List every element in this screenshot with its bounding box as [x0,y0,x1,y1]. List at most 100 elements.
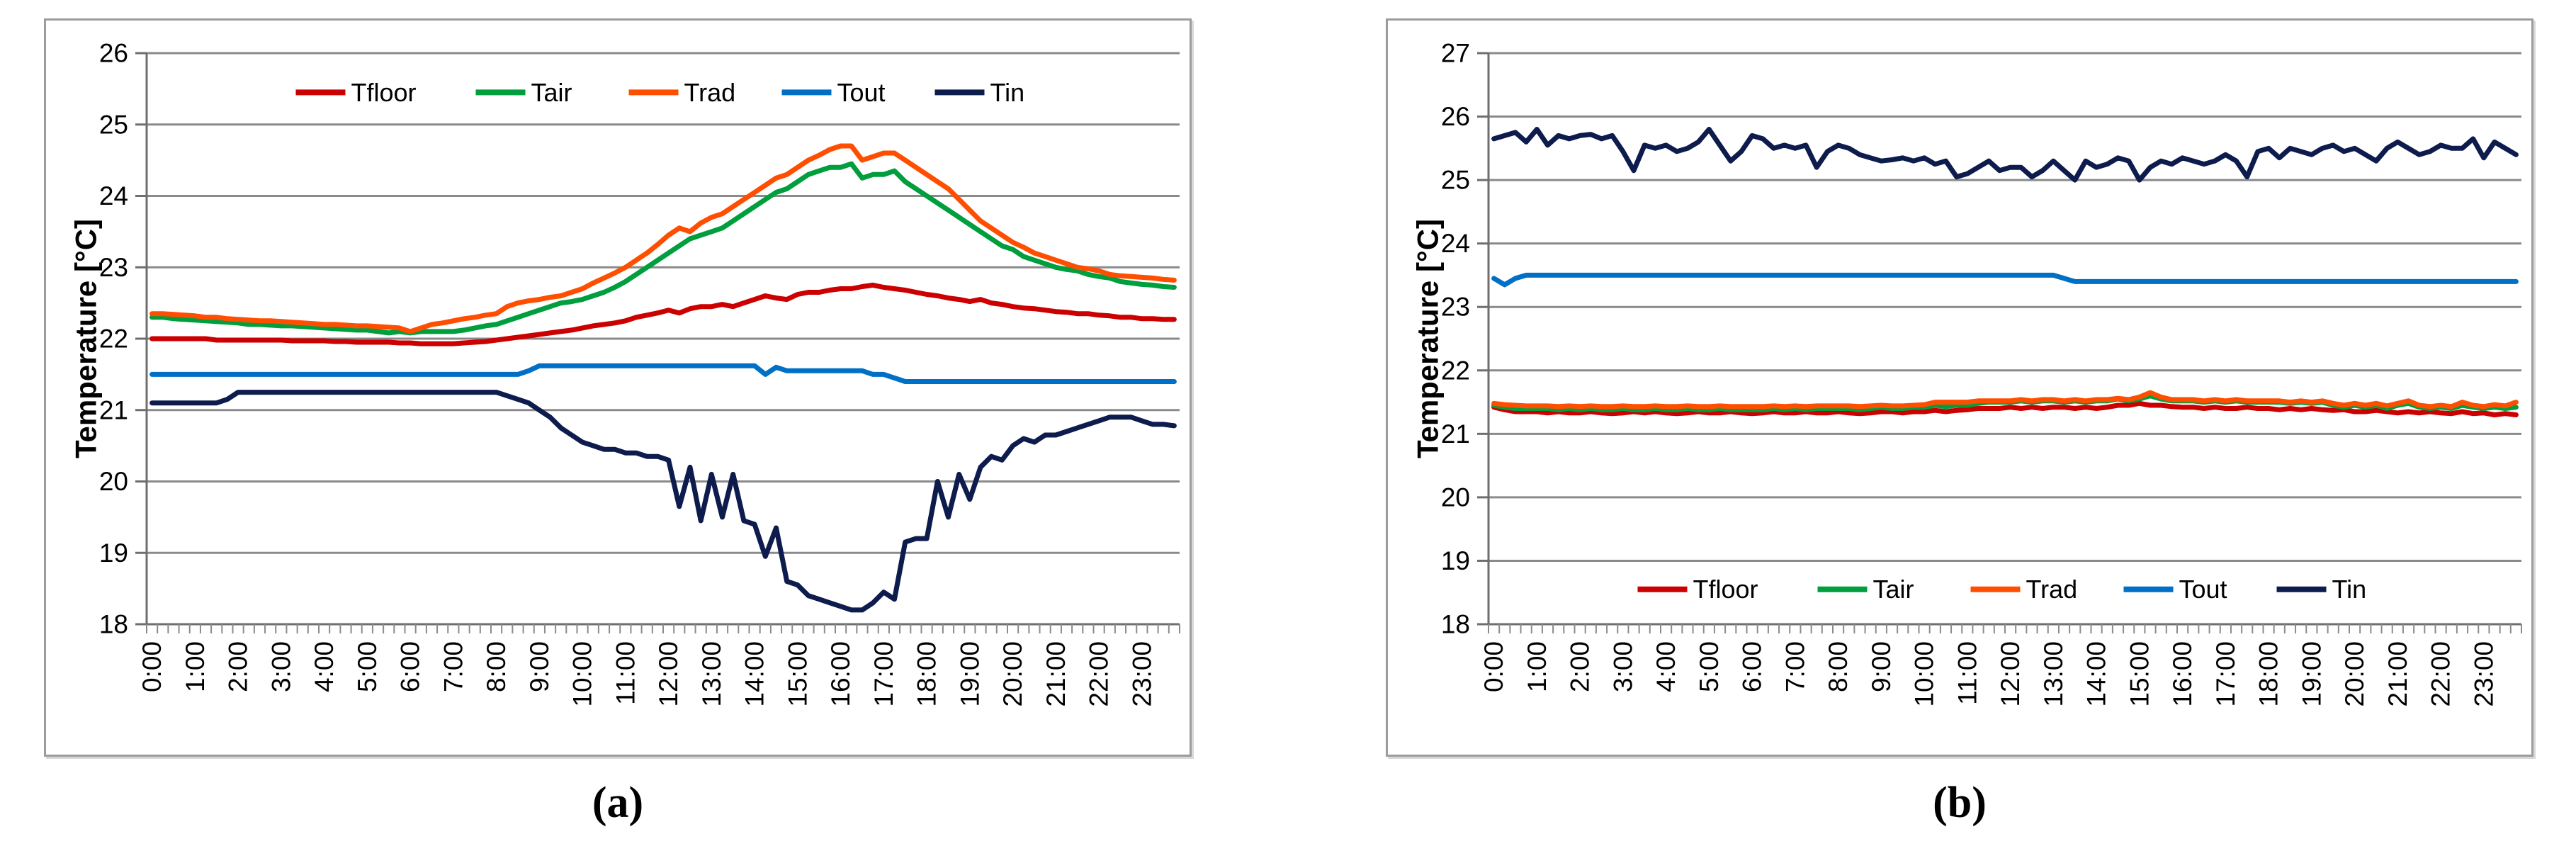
y-tick-label: 23 [99,253,128,282]
legend-label-Tfloor: Tfloor [351,78,417,107]
x-tick-label: 14:00 [2082,641,2111,707]
series-line-Tfloor [149,282,1177,346]
x-tick-label: 2:00 [1566,641,1595,692]
y-tick-label: 19 [99,538,128,568]
x-tick-label: 0:00 [137,641,166,692]
x-tick-label: 20:00 [998,641,1027,707]
y-tick-label: 22 [1441,356,1470,385]
legend-label-Tin: Tin [990,78,1025,107]
y-tick-label: 24 [99,181,128,210]
x-tick-label: 22:00 [2427,641,2456,707]
series-line-Tair [149,161,1177,336]
x-tick-label: 19:00 [955,641,984,707]
legend-label-Trad: Trad [684,78,736,107]
y-tick-label: 25 [1441,166,1470,195]
x-tick-label: 8:00 [1824,641,1853,692]
x-tick-label: 12:00 [654,641,683,707]
x-tick-label: 13:00 [697,641,726,707]
x-tick-label: 17:00 [869,641,898,707]
legend-item-Tin: Tin [934,78,1025,107]
x-tick-label: 4:00 [1651,641,1680,692]
x-tick-label: 14:00 [740,641,769,707]
legend-item-Trad: Trad [1970,575,2078,604]
series-line-Tout [149,363,1177,384]
legend-label-Trad: Trad [2026,575,2078,604]
legend-item-Tair: Tair [475,78,572,107]
x-tick-label: 15:00 [2125,641,2154,707]
chart-panel-b: 18 19 20 21 22 23 24 25 26 27 0:00 1:00 2:00 3:00 4:00… [1386,18,2533,757]
y-tick-label: 19 [1441,546,1470,575]
x-tick-label: 3:00 [1608,641,1637,692]
x-tick-label: 7:00 [439,641,468,692]
legend-label-Tin: Tin [2332,575,2367,604]
x-tick-label: 16:00 [2168,641,2197,707]
x-tick-label: 23:00 [1127,641,1156,707]
x-tick-label: 21:00 [1041,641,1070,707]
x-tick-label: 4:00 [310,641,339,692]
y-tick-label: 26 [99,39,128,68]
y-tick-label: 21 [1441,419,1470,449]
legend-item-Tin: Tin [2276,575,2367,604]
legend-item-Tout: Tout [2123,575,2227,604]
y-tick-label: 21 [99,395,128,424]
x-tick-label: 9:00 [1867,641,1896,692]
legend-item-Tair: Tair [1817,575,1914,604]
x-tick-label: 10:00 [1910,641,1939,707]
legend-item-Tfloor: Tfloor [1637,575,1758,604]
series-line-Tout [1491,272,2519,288]
series-line-Tin [1491,127,2519,183]
legend-item-Tout: Tout [781,78,886,107]
series-line-Trad [149,143,1177,334]
x-tick-label: 11:00 [1953,641,1982,705]
y-tick-label: 25 [99,110,128,139]
x-tick-label: 3:00 [266,641,295,692]
x-tick-label: 20:00 [2340,641,2369,707]
x-tick-label: 6:00 [396,641,425,692]
chart-panel-a: 18 19 20 21 22 23 24 25 26 0:00 1:00 2:00 3:00 4:00 5:… [44,18,1192,757]
legend-item-Trad: Trad [628,78,736,107]
x-tick-label: 5:00 [353,641,382,692]
x-tick-label: 15:00 [783,641,812,707]
x-tick-label: 2:00 [224,641,253,692]
x-tick-label: 19:00 [2297,641,2326,707]
series-line-Trad [1491,390,2519,410]
y-tick-label: 20 [99,467,128,496]
legend-label-Tair: Tair [1873,575,1914,604]
legend-label-Tair: Tair [531,78,572,107]
x-tick-label: 0:00 [1479,641,1508,692]
x-tick-label: 1:00 [181,641,210,692]
x-tick-label: 10:00 [568,641,597,707]
legend-item-Tfloor: Tfloor [295,78,417,107]
x-tick-label: 22:00 [1085,641,1114,707]
series-line-Tin [149,390,1177,613]
x-tick-label: 23:00 [2469,641,2498,707]
legend-label-Tout: Tout [837,78,886,107]
chart-a-svg: 18 19 20 21 22 23 24 25 26 0:00 1:00 2:00 3:00 4:00 5:… [69,39,1180,707]
x-tick-label: 7:00 [1780,641,1809,692]
y-tick-label: 18 [99,610,128,639]
y-tick-label: 24 [1441,229,1470,258]
x-tick-label: 16:00 [826,641,855,707]
legend-label-Tout: Tout [2179,575,2227,604]
y-tick-label: 23 [1441,293,1470,322]
x-tick-label: 5:00 [1695,641,1724,692]
x-tick-label: 11:00 [611,641,640,705]
y-tick-label: 26 [1441,102,1470,131]
caption-a: (a) [592,779,644,827]
x-tick-label: 13:00 [2039,641,2068,707]
y-tick-label: 20 [1441,483,1470,512]
x-tick-label: 12:00 [1996,641,2025,707]
x-tick-label: 18:00 [913,641,942,707]
y-axis-title: Temperature [°C] [69,219,103,458]
caption-b: (b) [1933,779,1987,827]
y-tick-label: 18 [1441,610,1470,639]
x-tick-label: 17:00 [2211,641,2240,707]
x-tick-label: 1:00 [1523,641,1552,692]
y-tick-label: 22 [99,325,128,354]
y-tick-label: 27 [1441,39,1470,68]
x-tick-label: 21:00 [2383,641,2412,707]
x-tick-label: 8:00 [482,641,511,692]
y-axis-title: Temperature [°C] [1411,219,1445,458]
series-line-Tfloor [1491,400,2519,417]
